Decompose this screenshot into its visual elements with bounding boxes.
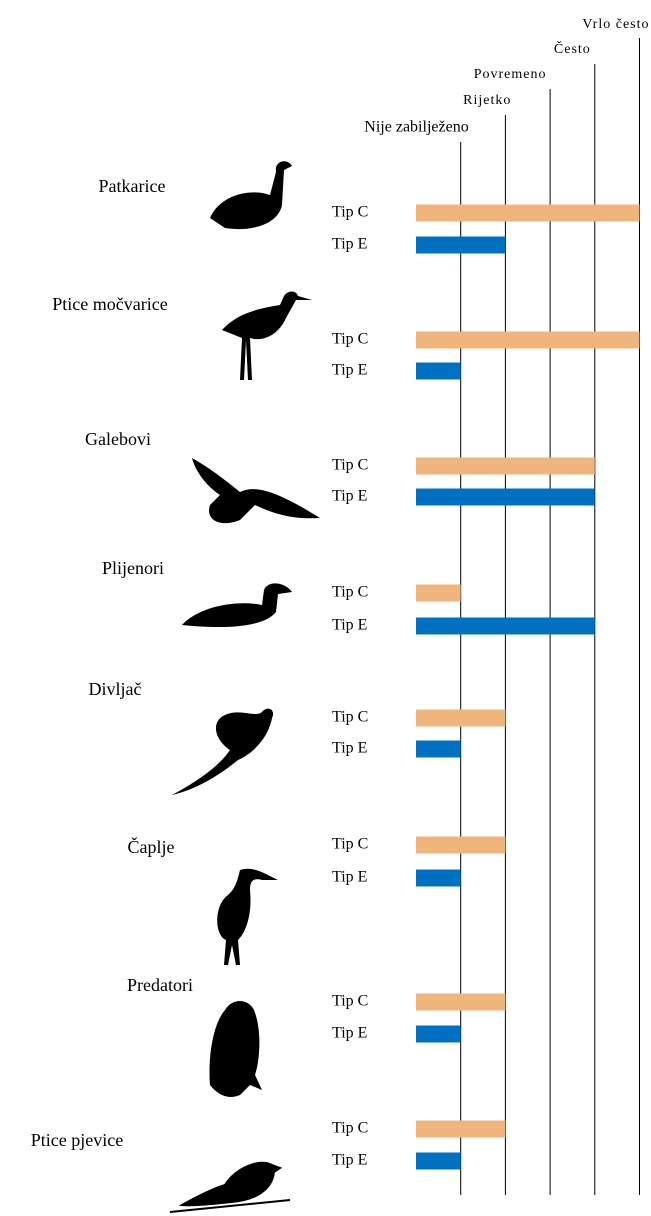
series-label: Tip E: [332, 488, 367, 505]
category-label: Ptice močvarice: [52, 294, 167, 314]
series-label: Tip C: [332, 584, 368, 601]
level-label: Nije zabilježeno: [364, 119, 468, 136]
series-label: Tip E: [332, 1152, 367, 1169]
series-label: Tip C: [332, 993, 368, 1010]
bar: [416, 741, 461, 758]
bar: [416, 1026, 461, 1043]
series-label: Tip E: [332, 740, 367, 757]
category-label: Predatori: [127, 975, 193, 995]
bar: [416, 710, 505, 727]
series-label: Tip E: [332, 617, 367, 634]
songbird-icon: [170, 1163, 290, 1212]
series-label: Tip C: [332, 836, 368, 853]
bar: [416, 585, 461, 602]
bar: [416, 489, 595, 506]
gull-icon: [192, 458, 320, 523]
series-label: Tip E: [332, 236, 367, 253]
stilt-icon: [222, 292, 312, 381]
level-label: Povremeno: [474, 67, 547, 82]
category-label: Patkarice: [99, 176, 166, 196]
duck-icon: [210, 161, 292, 229]
series-label: Tip C: [332, 1120, 368, 1137]
bar: [416, 994, 505, 1011]
category-label: Ptice pjevice: [31, 1130, 123, 1150]
series-label: Tip E: [332, 869, 367, 886]
heron-icon: [217, 869, 278, 965]
bar: [416, 237, 505, 254]
series-label: Tip E: [332, 362, 367, 379]
bar: [416, 1121, 505, 1138]
bar: [416, 332, 640, 349]
bar: [416, 205, 640, 222]
bar: [416, 1153, 461, 1170]
level-label: Rijetko: [463, 93, 511, 108]
pheasant-icon: [172, 709, 273, 795]
category-label: Plijenori: [102, 558, 164, 578]
bar: [416, 363, 461, 380]
raptor-icon: [210, 1001, 262, 1097]
series-label: Tip C: [332, 457, 368, 474]
series-label: Tip C: [332, 709, 368, 726]
level-label: Vrlo često: [582, 17, 649, 32]
bar: [416, 458, 595, 475]
category-label: Galebovi: [85, 429, 151, 449]
bar: [416, 837, 505, 854]
bar: [416, 870, 461, 887]
series-label: Tip C: [332, 331, 368, 348]
chart: Nije zabilježeno Rijetko Povremeno Često Vrl…: [0, 0, 651, 1216]
series-label: Tip E: [332, 1025, 367, 1042]
level-label: Često: [554, 40, 591, 57]
loon-icon: [182, 583, 292, 627]
category-label: Divljač: [89, 679, 142, 699]
category-label: Čaplje: [128, 836, 175, 857]
bar: [416, 618, 595, 635]
series-label: Tip C: [332, 204, 368, 221]
bird-icons: [170, 161, 320, 1212]
